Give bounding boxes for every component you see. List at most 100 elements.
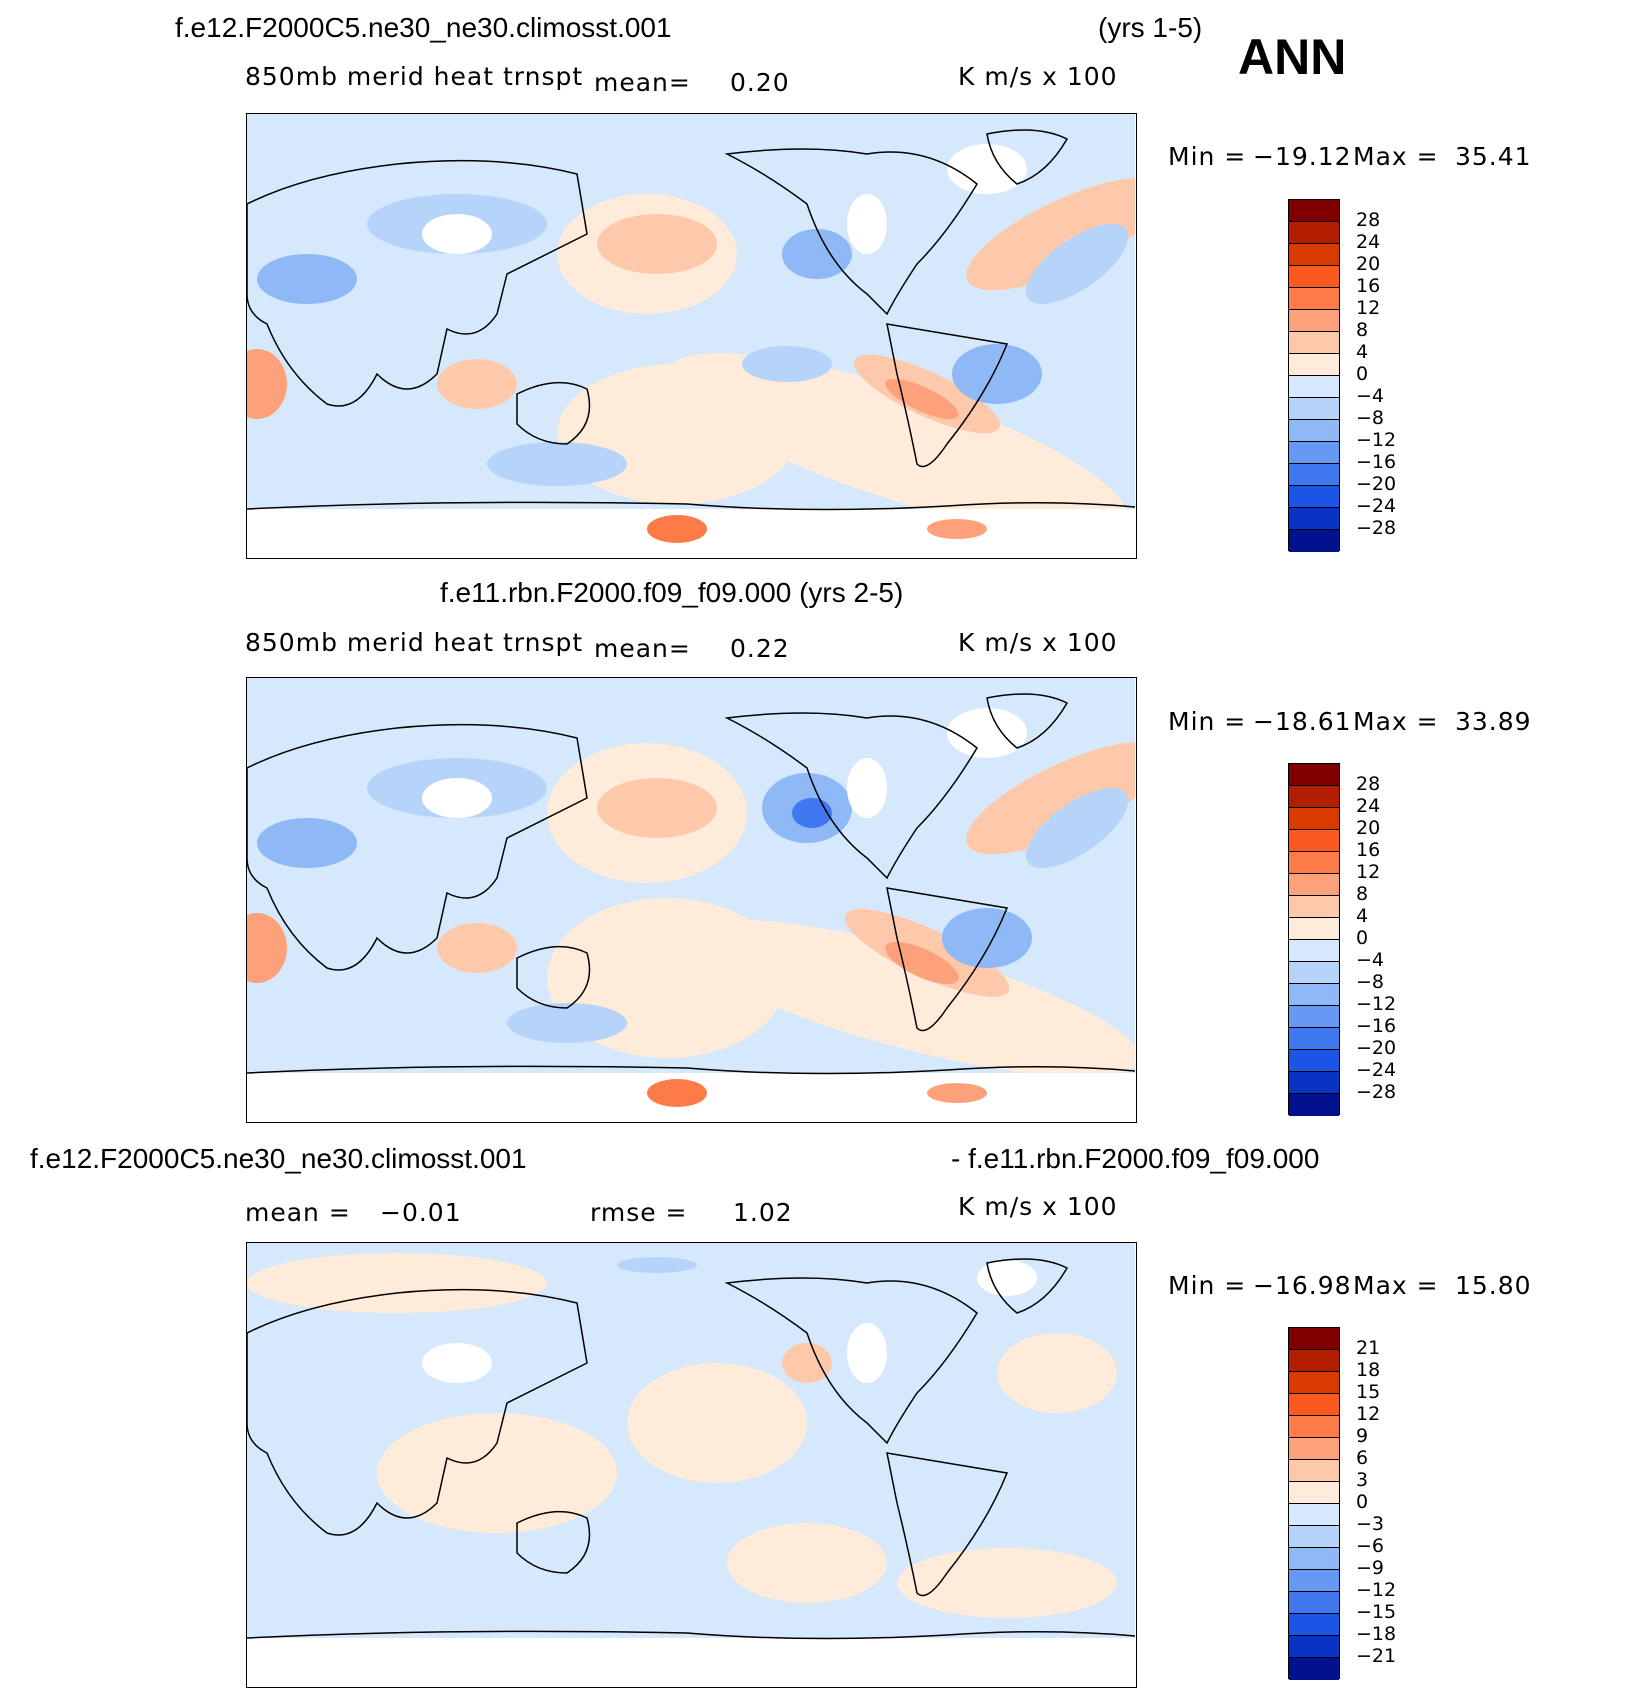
map-shade	[727, 1523, 887, 1603]
map-shade	[437, 359, 517, 409]
map-coastline	[247, 1630, 1135, 1640]
colorbar-label: 0	[1356, 1491, 1369, 1513]
map-missing	[847, 758, 887, 818]
colorbar-swatch	[1289, 808, 1339, 830]
colorbar-swatch	[1289, 1050, 1339, 1072]
panel1-colorbar	[1288, 199, 1340, 552]
colorbar-label: 3	[1356, 1469, 1369, 1491]
map-missing	[422, 214, 492, 254]
colorbar-label: −28	[1356, 517, 1397, 539]
colorbar-label: −20	[1356, 473, 1397, 495]
colorbar-swatch	[1289, 1526, 1339, 1548]
map-missing	[847, 1323, 887, 1383]
colorbar-label: 4	[1356, 905, 1369, 927]
colorbar-swatch	[1289, 1504, 1339, 1526]
colorbar-swatch	[1289, 1614, 1339, 1636]
colorbar-swatch	[1289, 1072, 1339, 1094]
colorbar-label: −12	[1356, 993, 1397, 1015]
map-shade	[1025, 223, 1129, 305]
map-shade	[597, 778, 717, 838]
season-label: ANN	[1238, 29, 1347, 85]
map-coastline	[247, 723, 588, 971]
colorbar-swatch	[1289, 420, 1339, 442]
colorbar-label: −6	[1356, 1535, 1385, 1557]
panel1-units: K m/s x 100	[958, 62, 1118, 91]
map-coastline	[886, 1452, 1009, 1597]
panel3-colorbar	[1288, 1327, 1340, 1680]
map-coastline	[724, 148, 978, 316]
panel2-map	[246, 677, 1137, 1123]
colorbar-label: −4	[1356, 385, 1385, 407]
panel3-mean-value: −0.01	[380, 1198, 462, 1227]
panel2-max-label: Max =	[1353, 707, 1439, 736]
map-shade	[247, 913, 287, 983]
colorbar-label: 0	[1356, 927, 1369, 949]
colorbar-swatch	[1289, 896, 1339, 918]
map-shade	[885, 378, 959, 420]
colorbar-label: −12	[1356, 429, 1397, 451]
map-shade	[627, 1363, 807, 1483]
map-missing	[947, 144, 1027, 194]
colorbar-label: 6	[1356, 1447, 1369, 1469]
panel3-title-right: - f.e11.rbn.F2000.f09_f09.000	[951, 1143, 1320, 1174]
colorbar-swatch	[1289, 1438, 1339, 1460]
colorbar-label: −16	[1356, 1015, 1397, 1037]
map-missing	[422, 1343, 492, 1383]
colorbar-label: 20	[1356, 253, 1381, 275]
colorbar-swatch	[1289, 786, 1339, 808]
map-coastline	[247, 501, 1135, 511]
map-coastline	[516, 1510, 591, 1574]
map-shade	[507, 1003, 627, 1043]
colorbar-label: 24	[1356, 231, 1381, 253]
map-shade	[782, 229, 852, 279]
colorbar-label: −4	[1356, 949, 1385, 971]
colorbar-swatch	[1289, 332, 1339, 354]
colorbar-swatch	[1289, 764, 1339, 786]
map-antarctica	[247, 1638, 1135, 1686]
colorbar-swatch	[1289, 1658, 1339, 1680]
colorbar-swatch	[1289, 852, 1339, 874]
panel2-map-svg	[247, 678, 1135, 1121]
colorbar-label: −8	[1356, 407, 1385, 429]
colorbar-swatch	[1289, 376, 1339, 398]
colorbar-label: −16	[1356, 451, 1397, 473]
panel1-max-label: Max =	[1353, 142, 1439, 171]
map-shade	[942, 908, 1032, 968]
map-shade	[597, 214, 717, 274]
panel2-mean-value: 0.22	[730, 634, 790, 663]
map-shade	[792, 798, 832, 828]
map-missing	[847, 194, 887, 254]
colorbar-swatch	[1289, 1416, 1339, 1438]
colorbar-swatch	[1289, 1394, 1339, 1416]
panel1-map	[246, 113, 1137, 559]
panel1-title: f.e12.F2000C5.ne30_ne30.climosst.001	[175, 12, 672, 43]
map-coastline	[247, 159, 588, 407]
colorbar-swatch	[1289, 266, 1339, 288]
colorbar-label: 24	[1356, 795, 1381, 817]
map-shade	[668, 353, 1126, 535]
colorbar-swatch	[1289, 310, 1339, 332]
colorbar-swatch	[1289, 1006, 1339, 1028]
colorbar-swatch	[1289, 1570, 1339, 1592]
colorbar-swatch	[1289, 1372, 1339, 1394]
colorbar-label: 20	[1356, 817, 1381, 839]
map-shade	[885, 941, 959, 985]
colorbar-label: 12	[1356, 297, 1381, 319]
panel3-title-left: f.e12.F2000C5.ne30_ne30.climosst.001	[30, 1143, 527, 1174]
colorbar-swatch	[1289, 962, 1339, 984]
colorbar-swatch	[1289, 530, 1339, 552]
colorbar-label: −18	[1356, 1623, 1397, 1645]
map-missing	[947, 708, 1027, 758]
map-shade	[647, 1079, 707, 1107]
colorbar-label: −8	[1356, 971, 1385, 993]
map-shade	[742, 346, 832, 382]
colorbar-swatch	[1289, 1028, 1339, 1050]
map-shade	[257, 818, 357, 868]
map-shade	[487, 442, 627, 486]
colorbar-swatch	[1289, 442, 1339, 464]
map-shade	[1025, 787, 1129, 869]
map-coastline	[724, 712, 978, 880]
panel1-years: (yrs 1-5)	[1098, 12, 1203, 43]
colorbar-swatch	[1289, 222, 1339, 244]
panel2-max-value: 33.89	[1455, 707, 1532, 736]
